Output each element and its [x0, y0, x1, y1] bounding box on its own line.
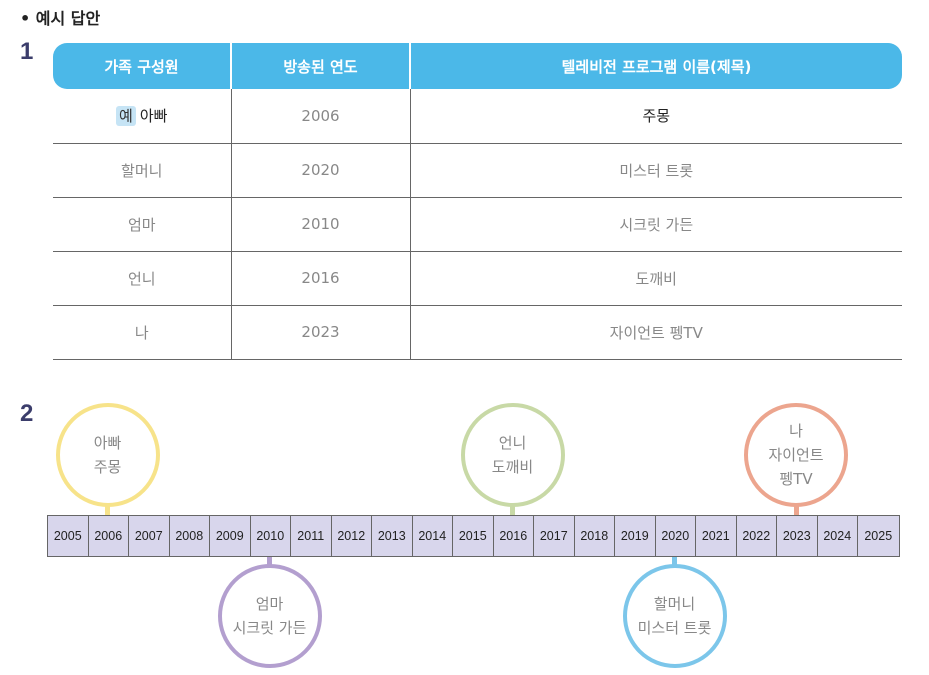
event-text: 주몽 — [93, 458, 122, 476]
event-text: 아빠 — [93, 434, 122, 452]
event-text: 나 — [789, 422, 803, 440]
timeline-year: 2020 — [656, 516, 696, 556]
table-row: 나 2023 자이언트 펭TV — [53, 305, 902, 360]
event-text: 자이언트 — [768, 446, 824, 464]
table-row: 할머니 2020 미스터 트롯 — [53, 143, 902, 198]
event-text: 펭TV — [779, 470, 813, 488]
table-row: 엄마 2010 시크릿 가든 — [53, 197, 902, 252]
member-name: 엄마 — [127, 215, 156, 234]
timeline-year: 2023 — [777, 516, 818, 556]
timeline-year: 2019 — [615, 516, 656, 556]
timeline-year: 2008 — [170, 516, 210, 556]
cell-year: 2020 — [231, 143, 411, 198]
family-program-table: 가족 구성원 방송된 연도 텔레비전 프로그램 이름(제목) 예 아빠 2006 … — [53, 43, 902, 360]
timeline-year: 2022 — [737, 516, 777, 556]
header-program: 텔레비전 프로그램 이름(제목) — [410, 43, 902, 89]
cell-member: 언니 — [53, 251, 232, 306]
cell-year: 2010 — [231, 197, 411, 252]
timeline-year: 2007 — [129, 516, 170, 556]
section-heading: • 예시 답안 — [20, 9, 101, 28]
timeline-year: 2025 — [864, 529, 893, 543]
header-year: 방송된 연도 — [231, 43, 411, 89]
timeline-year: 2009 — [210, 516, 251, 556]
event-connector — [267, 557, 272, 566]
header-member: 가족 구성원 — [53, 43, 232, 89]
cell-year: 2006 — [231, 89, 411, 144]
cell-program: 시크릿 가든 — [410, 197, 902, 252]
timeline-year: 2010 — [251, 516, 291, 556]
event-text: 언니 — [498, 434, 527, 452]
event-connector — [105, 505, 110, 515]
timeline-year: 2006 — [89, 516, 129, 556]
member-name: 할머니 — [121, 161, 163, 180]
cell-program: 미스터 트롯 — [410, 143, 902, 198]
cell-program: 주몽 — [410, 89, 902, 144]
event-text: 시크릿 가든 — [232, 619, 307, 637]
section-number-1: 1 — [20, 38, 34, 65]
member-name: 나 — [134, 323, 149, 342]
timeline-year: 2017 — [534, 516, 575, 556]
event-text: 할머니 — [653, 595, 696, 613]
cell-member: 할머니 — [53, 143, 232, 198]
timeline-year: 2015 — [453, 516, 494, 556]
member-name: 아빠 — [139, 107, 168, 126]
table-row: 언니 2016 도깨비 — [53, 251, 902, 306]
event-connector — [510, 505, 515, 515]
event-text: 도깨비 — [491, 458, 534, 476]
timeline-year: 2016 — [494, 516, 534, 556]
cell-year: 2023 — [231, 305, 411, 360]
example-badge: 예 — [116, 106, 136, 127]
timeline-bar: 2005 2006 2007 2008 2009 2010 2011 2012 2013 2014… — [47, 515, 900, 557]
table-row: 예 아빠 2006 주몽 — [53, 89, 902, 144]
cell-program: 도깨비 — [410, 251, 902, 306]
timeline-year: 2021 — [696, 516, 737, 556]
cell-program: 자이언트 펭TV — [410, 305, 902, 360]
timeline-year: 2011 — [291, 516, 332, 556]
section-number-2: 2 — [20, 400, 34, 427]
event-text: 엄마 — [255, 595, 284, 613]
event-connector — [672, 557, 677, 566]
event-connector — [793, 505, 799, 515]
cell-member: 엄마 — [53, 197, 232, 252]
cell-member: 예 아빠 — [53, 89, 232, 144]
event-text: 미스터 트롯 — [637, 619, 712, 637]
timeline-year: 2013 — [372, 516, 413, 556]
cell-year: 2016 — [231, 251, 411, 306]
timeline-year: 2012 — [332, 516, 372, 556]
timeline-year: 2018 — [575, 516, 615, 556]
cell-member: 나 — [53, 305, 232, 360]
timeline-year: 2005 — [48, 516, 89, 556]
timeline-year: 2024 — [818, 516, 858, 556]
member-name: 언니 — [127, 269, 156, 288]
timeline-year: 2014 — [413, 516, 453, 556]
